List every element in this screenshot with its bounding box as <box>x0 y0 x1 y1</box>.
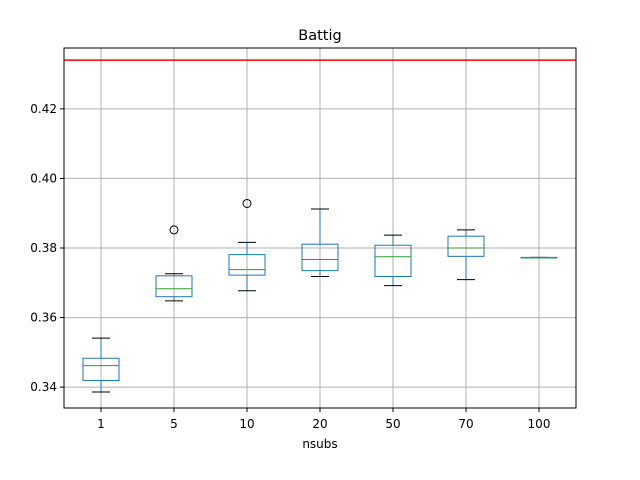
x-tick-label: 10 <box>239 417 254 431</box>
y-tick-label: 0.42 <box>30 102 57 116</box>
x-tick-label: 1 <box>97 417 105 431</box>
iqr-box <box>82 357 120 382</box>
ticks-layer: 0.34 0.36 0.38 0.40 0.42 1 5 10 20 50 70 100 <box>30 102 550 431</box>
x-tick-label: 5 <box>170 417 178 431</box>
y-tick-label: 0.34 <box>30 380 57 394</box>
box-5 <box>155 225 193 302</box>
chart-title: Battig <box>298 28 341 44</box>
y-tick-label: 0.38 <box>30 241 57 255</box>
outlier-point <box>242 198 252 208</box>
box-100 <box>520 256 558 259</box>
y-tick-label: 0.40 <box>30 171 57 185</box>
grid-layer <box>64 48 576 408</box>
iqr-box <box>301 243 339 272</box>
outlier-point <box>169 225 179 235</box>
x-tick-label: 100 <box>528 417 551 431</box>
y-tick-label: 0.36 <box>30 311 57 325</box>
iqr-box <box>374 244 412 278</box>
box-10 <box>228 198 266 292</box>
box-1 <box>82 337 120 393</box>
x-axis-label: nsubs <box>302 437 337 451</box>
iqr-box <box>447 235 485 257</box>
x-tick-label: 70 <box>458 417 473 431</box>
box-20 <box>301 208 339 278</box>
box-70 <box>447 229 485 281</box>
box-50 <box>374 234 412 287</box>
x-tick-label: 20 <box>312 417 327 431</box>
boxes-layer <box>82 198 558 393</box>
x-tick-label: 50 <box>385 417 400 431</box>
iqr-box <box>155 275 193 298</box>
iqr-box <box>228 254 266 276</box>
